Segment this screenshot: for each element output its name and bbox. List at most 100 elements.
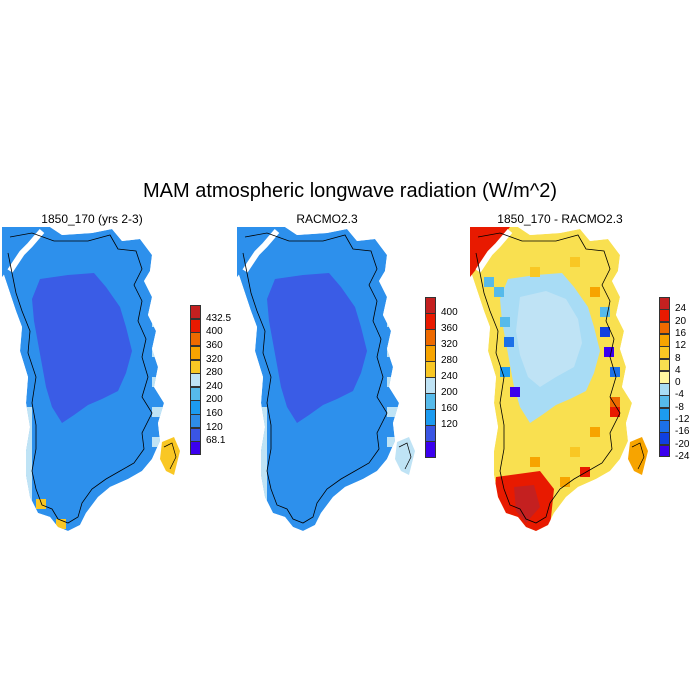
- grid-cell: [610, 407, 620, 417]
- colorbar-label: 160: [441, 403, 458, 414]
- grid-cell: [387, 287, 397, 297]
- grid-cell: [12, 507, 22, 517]
- ellesmere-strait: [7, 229, 45, 273]
- grid-cell: [237, 437, 247, 447]
- grid-cell: [610, 367, 620, 377]
- grid-cell: [237, 407, 247, 417]
- colorbar-label: -24: [675, 451, 690, 462]
- grid-cell: [407, 317, 417, 327]
- coastline: [242, 232, 388, 524]
- grid-cell: [162, 527, 164, 531]
- grid-cell: [257, 447, 267, 457]
- grid-cell: [237, 427, 247, 437]
- island-coast: [398, 442, 412, 470]
- grid-cell: [257, 517, 267, 527]
- grid-cell: [237, 487, 247, 497]
- greenland-map: [470, 227, 648, 531]
- greenland-map: [2, 227, 182, 531]
- colorbar-swatch: [190, 373, 201, 388]
- colorbar-label: 20: [675, 315, 687, 327]
- island-coast: [631, 442, 645, 470]
- grid-cell: [152, 497, 162, 507]
- grid-cell: [407, 377, 417, 387]
- grid-cell: [237, 517, 247, 527]
- grid-cell: [2, 427, 12, 437]
- grid-cell: [247, 457, 257, 467]
- colorbar-label: 280: [206, 367, 223, 379]
- grid-cell: [560, 477, 570, 487]
- grid-cell: [2, 527, 12, 531]
- grid-cell: [237, 527, 247, 531]
- grid-cell: [397, 317, 399, 327]
- grid-cell: [2, 447, 12, 457]
- grid-cell: [12, 427, 22, 437]
- grid-cell: [12, 467, 22, 477]
- grid-cell: [580, 467, 590, 477]
- grid-cell: [36, 499, 46, 509]
- grid-cell: [600, 307, 610, 317]
- grid-cell: [387, 317, 397, 327]
- colorbar-swatch: [659, 370, 670, 384]
- grid-cell: [570, 447, 580, 457]
- grid-cell: [162, 407, 164, 417]
- colorbar-label: 12: [675, 340, 687, 352]
- grid-cell: [407, 287, 417, 297]
- grid-cell: [22, 427, 32, 437]
- colorbar-swatch: [659, 333, 670, 347]
- colorbar-label: 320: [206, 353, 223, 365]
- map-fill-group: [237, 227, 417, 537]
- grid-cell: [397, 287, 399, 297]
- grid-cell: [162, 287, 164, 297]
- colorbar-swatch: [659, 358, 670, 372]
- grid-cell: [2, 517, 12, 527]
- grid-cell: [172, 377, 182, 387]
- grid-cell: [247, 517, 257, 527]
- grid-cell: [397, 377, 399, 387]
- grid-cell: [2, 467, 12, 477]
- colorbar-swatch: [659, 395, 670, 409]
- colorbar-swatch: [190, 441, 201, 456]
- grid-cell: [387, 527, 397, 531]
- grid-cell: [407, 347, 417, 357]
- colorbar-label: 400: [441, 307, 458, 318]
- grid-cell: [397, 527, 399, 531]
- grid-cell: [2, 457, 12, 467]
- grid-cell: [172, 227, 182, 237]
- panel-title: 1850_170 (yrs 2-3): [41, 212, 143, 226]
- grid-cell: [397, 227, 399, 237]
- grid-cell: [22, 437, 32, 447]
- colorbar-swatch: [425, 361, 436, 378]
- colorbar-label: -4: [675, 389, 684, 401]
- grid-cell: [162, 497, 164, 507]
- colorbar-swatch: [190, 427, 201, 442]
- grid-cell: [172, 317, 182, 327]
- grid-cell: [397, 257, 399, 267]
- grid-cell: [172, 257, 182, 267]
- island-fill: [628, 437, 648, 475]
- colorbar-label: 8: [675, 352, 681, 364]
- grid-cell: [407, 497, 417, 507]
- ellesmere-strait: [475, 229, 513, 273]
- colorbar-swatch: [425, 313, 436, 330]
- grid-cell: [237, 467, 247, 477]
- grid-cell: [12, 517, 22, 527]
- colorbar-swatch: [190, 359, 201, 374]
- colorbar-swatch: [659, 420, 670, 433]
- grid-cell: [12, 417, 22, 427]
- colorbar-difference: 24 20 16 12 8 4 0 -4 -8 -12 -16 -20 -24: [659, 297, 700, 462]
- colorbar-label: 320: [441, 339, 458, 350]
- grid-cell: [604, 347, 614, 357]
- colorbar-label: 400: [206, 326, 223, 338]
- diff-core-fill: [516, 291, 582, 387]
- grid-cell: [247, 467, 257, 477]
- grid-cell: [387, 467, 397, 477]
- colorbar-swatch: [659, 383, 670, 396]
- grid-cell: [387, 257, 397, 267]
- colorbar-racmo: 400 360 320 280 240 200 160 120: [425, 297, 475, 458]
- grid-cell: [22, 507, 32, 517]
- south-hot-fill: [514, 485, 540, 523]
- grid-cell: [397, 347, 399, 357]
- grid-cell: [22, 497, 32, 507]
- grid-cell: [247, 407, 257, 417]
- grid-cell: [407, 527, 417, 537]
